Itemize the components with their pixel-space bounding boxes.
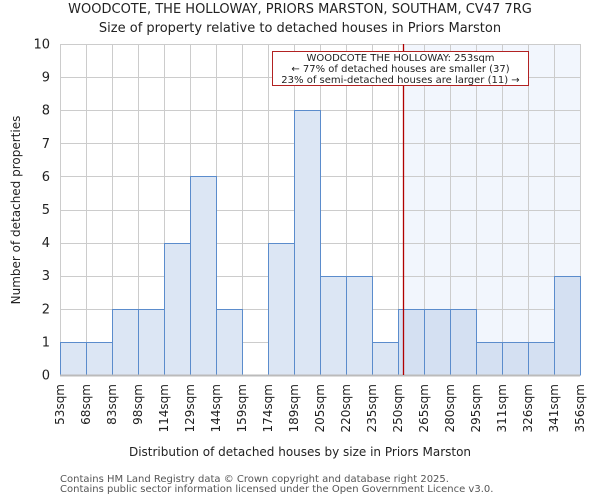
y-tick-label: 7: [42, 137, 50, 152]
x-tick-label: 356sqm: [573, 384, 587, 432]
histogram-bar: [164, 243, 191, 376]
chart-subtitle: Size of property relative to detached ho…: [98, 21, 502, 36]
y-tick-label: 9: [42, 71, 50, 86]
histogram-bar: [502, 342, 529, 376]
x-axis-label: Distribution of detached houses by size …: [128, 445, 472, 459]
histogram-bar: [138, 309, 165, 376]
y-tick-label: 6: [42, 170, 50, 185]
histogram-bar: [190, 176, 217, 376]
histogram-bar: [528, 342, 555, 376]
y-axis-label: Number of detached properties: [9, 115, 23, 305]
x-tick-label: 235sqm: [365, 384, 379, 432]
histogram-bar: [320, 276, 347, 376]
x-tick-labels: 53sqm 68sqm 83sqm 98sqm 114sqm 129sqm 144sqm 15…: [53, 384, 587, 432]
y-tick-label: 1: [42, 335, 50, 350]
x-tick-label: 326sqm: [521, 384, 535, 432]
x-tick-label: 295sqm: [469, 384, 483, 432]
x-tick-label: 114sqm: [157, 384, 171, 432]
x-tick-label: 265sqm: [417, 384, 431, 432]
histogram-bar: [86, 342, 113, 376]
y-tick-label: 10: [33, 38, 50, 53]
annotation-line-2: ← 77% of detached houses are smaller (37…: [291, 64, 510, 75]
histogram-bar: [112, 309, 139, 376]
x-tick-label: 311sqm: [495, 384, 509, 432]
histogram-bar: [216, 309, 243, 376]
x-tick-label: 98sqm: [131, 384, 145, 425]
annotation-line-3: 23% of semi-detached houses are larger (…: [281, 75, 520, 86]
x-tick-label: 280sqm: [443, 384, 457, 432]
histogram-bar: [346, 276, 373, 376]
y-tick-label: 3: [42, 269, 50, 284]
x-tick-label: 53sqm: [53, 384, 67, 425]
histogram-bar: [372, 342, 399, 376]
y-tick-label: 0: [42, 369, 50, 384]
y-tick-label: 5: [42, 203, 50, 218]
histogram-bar: [476, 342, 503, 376]
x-tick-label: 129sqm: [183, 384, 197, 432]
x-tick-label: 205sqm: [313, 384, 327, 432]
y-tick-label: 8: [42, 104, 50, 119]
histogram-bar: [60, 342, 87, 376]
x-tick-label: 220sqm: [339, 384, 353, 432]
histogram-bar: [450, 309, 477, 376]
footer-copyright: Contains HM Land Registry data © Crown c…: [60, 474, 449, 485]
x-tick-label: 144sqm: [209, 384, 223, 432]
bars: [60, 110, 581, 376]
annotation-box: WOODCOTE THE HOLLOWAY: 253sqm ← 77% of d…: [272, 51, 529, 86]
histogram-bar: [554, 276, 581, 376]
chart-title: WOODCOTE, THE HOLLOWAY, PRIORS MARSTON, …: [68, 2, 532, 17]
histogram-bar: [424, 309, 451, 376]
footer-licence: Contains public sector information licen…: [60, 484, 494, 495]
y-tick-labels: 0 1 2 3 4 5 6 7 8 9 10: [33, 38, 50, 384]
histogram-bar: [268, 243, 295, 376]
histogram-bar: [294, 110, 321, 376]
x-tick-label: 68sqm: [79, 384, 93, 425]
x-tick-label: 159sqm: [235, 384, 249, 432]
annotation-line-1: WOODCOTE THE HOLLOWAY: 253sqm: [306, 53, 495, 64]
x-tick-label: 83sqm: [105, 384, 119, 425]
x-tick-label: 174sqm: [261, 384, 275, 432]
x-tick-label: 341sqm: [547, 384, 561, 432]
x-tick-label: 250sqm: [391, 384, 405, 432]
y-tick-label: 2: [42, 302, 50, 317]
y-tick-label: 4: [42, 236, 50, 251]
x-tick-label: 189sqm: [287, 384, 301, 432]
histogram-bar: [398, 309, 425, 376]
